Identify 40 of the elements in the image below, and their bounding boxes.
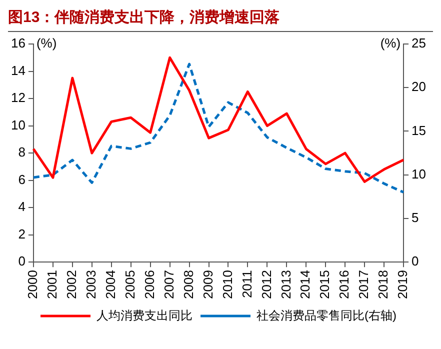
x-tick-label: 2017 [356,270,372,299]
x-tick-label: 2000 [25,270,40,299]
y-tick-label: 16 [10,36,26,51]
x-tick-label: 2008 [180,270,196,299]
x-tick-label: 2006 [142,270,157,299]
x-tick-label: 2003 [83,270,98,299]
x-tick-label: 2014 [298,270,313,299]
y2-tick-label: 10 [412,166,426,182]
x-tick-label: 2013 [278,270,294,299]
x-tick-label: 2016 [336,270,352,299]
x-tick-label: 2012 [258,270,274,299]
legend-label: 人均消费支出同比 [96,308,193,322]
y-tick-label: 2 [18,226,26,242]
x-tick-label: 2015 [317,270,332,299]
x-tick-label: 2001 [44,270,60,299]
legend-label: 社会消费品零售同比(右轴) [256,308,397,322]
x-tick-label: 2005 [122,270,138,299]
x-tick-label: 2010 [220,270,235,299]
y2-tick-label: 15 [412,122,426,138]
x-tick-label: 2018 [376,270,391,299]
y-tick-label: 10 [10,117,26,132]
x-tick-label: 2004 [102,270,118,299]
y2-tick-label: 20 [412,79,426,94]
y2-tick-label: 0 [412,254,419,269]
y-tick-label: 4 [18,199,26,214]
x-tick-label: 2007 [161,270,176,299]
y2-tick-label: 25 [412,36,426,51]
x-tick-label: 2002 [64,270,79,299]
chart-title: 图13：伴随消费支出下降，消费增速回落 [8,8,433,32]
y-tick-label: 6 [18,172,26,187]
y-tick-label: 12 [10,90,26,106]
y2-tick-label: 5 [412,210,419,226]
y-tick-label: 14 [10,62,26,78]
y-tick-label: 0 [18,254,26,269]
x-tick-label: 2011 [239,270,254,298]
y-tick-label: 8 [18,144,26,160]
y-axis-title: (%) [36,36,57,51]
y2-axis-title: (%) [380,36,401,51]
x-tick-label: 2019 [395,270,410,299]
x-tick-label: 2009 [200,270,216,299]
